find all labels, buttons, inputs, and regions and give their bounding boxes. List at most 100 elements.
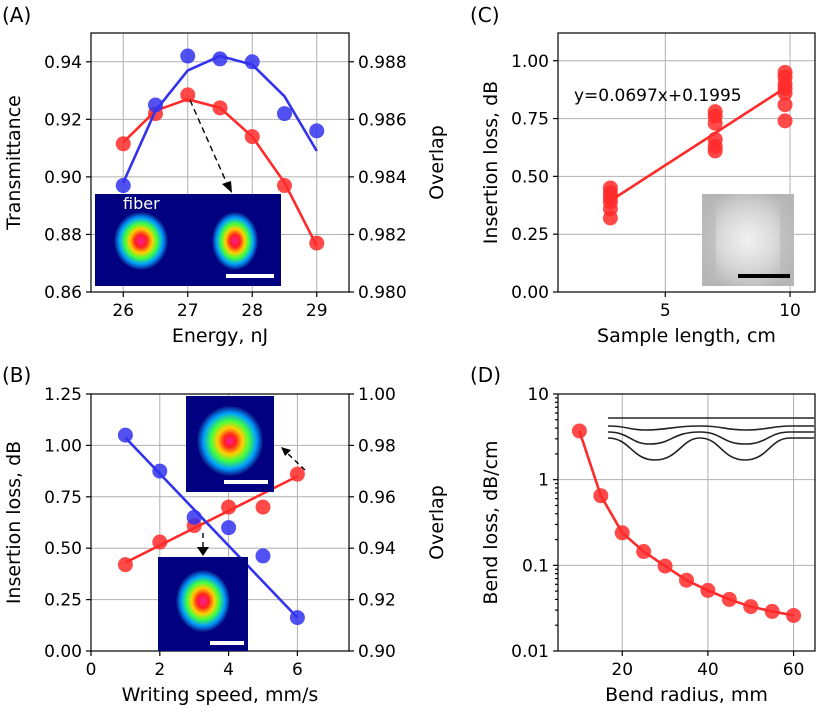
- data-point: [152, 534, 168, 550]
- y-tick-label: 0.50: [44, 539, 82, 559]
- y-right-tick-label: 0.90: [358, 642, 396, 662]
- data-point: [593, 488, 609, 504]
- x-tick-label: 5: [660, 301, 671, 321]
- panel-c-inset: [702, 194, 794, 286]
- panel-b-arrows: [197, 447, 306, 556]
- series-line: [578, 430, 794, 617]
- y-tick-label: 0.90: [44, 168, 82, 188]
- data-point: [115, 178, 131, 194]
- data-point: [244, 129, 260, 145]
- series-2: [115, 48, 325, 194]
- data-point: [721, 591, 737, 607]
- panel-label: (B): [2, 363, 31, 387]
- x-tick-label: 26: [112, 301, 134, 321]
- y-tick-label: 0.94: [44, 53, 82, 73]
- y-right-tick-label: 0.986: [358, 110, 407, 130]
- x-tick-label: 6: [292, 660, 303, 680]
- mode-image-6mms: [197, 406, 263, 476]
- y-right-tick-label: 0.988: [358, 53, 407, 73]
- panel-d: (D) 20 40 60 0.01 0.1 1 10 Bend radius, mm Bend l…: [470, 363, 816, 706]
- x-tick-label: 2: [154, 660, 165, 680]
- data-point: [571, 423, 587, 439]
- data-point: [764, 603, 780, 619]
- x-axis-label: Bend radius, mm: [605, 684, 768, 706]
- y-tick-label: 0.25: [511, 225, 549, 245]
- x-tick-label: 10: [779, 301, 801, 321]
- data-point: [117, 427, 133, 443]
- x-tick-label: 40: [697, 660, 719, 680]
- data-point: [657, 558, 673, 574]
- y-tick-label: 0.00: [44, 642, 82, 662]
- data-point: [180, 48, 196, 64]
- x-axis-label: Writing speed, mm/s: [122, 684, 319, 706]
- data-point: [212, 51, 228, 67]
- x-axis-label: Sample length, cm: [597, 325, 776, 347]
- panel-label: (C): [470, 3, 500, 27]
- data-point: [777, 64, 793, 80]
- data-point: [255, 548, 271, 564]
- y-axis-label: Transmittance: [3, 95, 25, 231]
- data-point: [148, 97, 163, 113]
- y-right-tick-label: 0.980: [358, 283, 407, 303]
- data-point: [277, 106, 292, 122]
- y-right-tick-label: 0.94: [358, 539, 396, 559]
- data-point: [117, 557, 133, 573]
- data-point: [180, 87, 196, 103]
- y-right-tick-label: 1.00: [358, 385, 396, 405]
- x-tick-label: 4: [223, 660, 234, 680]
- data-point: [707, 131, 723, 147]
- y-tick-label: 0.25: [44, 591, 82, 611]
- y-tick-label: 0.00: [511, 283, 549, 303]
- y-axis-label-right: Overlap: [426, 125, 448, 200]
- y-tick-label: 0.50: [511, 167, 549, 187]
- data-point: [700, 582, 716, 598]
- data-point: [309, 123, 325, 139]
- data-point: [707, 104, 723, 120]
- fit-line: [609, 86, 786, 202]
- data-point: [636, 544, 652, 560]
- data-point: [115, 136, 131, 152]
- x-tick-label: 27: [177, 301, 199, 321]
- y-tick-label: 0.86: [44, 283, 82, 303]
- y-axis-label: Bend loss, dB/cm: [480, 440, 502, 604]
- series-1: [571, 423, 802, 623]
- panel-b-inset-top: [186, 396, 274, 492]
- y-tick-label: 1.00: [511, 52, 549, 72]
- panel-c: (C) 5 10 0.00 0.25 0.50 0.75 1.00 Sample length,…: [470, 3, 816, 347]
- x-tick-label: 0: [86, 660, 97, 680]
- data-point: [777, 113, 793, 129]
- y-tick-label: 1.25: [44, 385, 82, 405]
- data-point: [602, 180, 618, 196]
- x-tick-label: 20: [611, 660, 633, 680]
- data-point: [221, 520, 237, 536]
- y-axis-label: Insertion loss, dB: [3, 441, 25, 604]
- y-tick-label: 0.01: [511, 642, 549, 662]
- panel-label: (A): [2, 3, 31, 27]
- x-tick-label: 29: [306, 301, 328, 321]
- y-tick-label: 0.1: [522, 556, 549, 576]
- plot-frame: [90, 32, 350, 293]
- data-point: [743, 599, 759, 615]
- data-point: [277, 178, 292, 194]
- data-point: [212, 100, 228, 116]
- y-right-tick-label: 0.98: [358, 436, 396, 456]
- data-point: [221, 499, 237, 515]
- plot-frame: [557, 393, 816, 652]
- y-tick-label: 1: [538, 471, 549, 491]
- data-point: [289, 610, 305, 626]
- data-point: [244, 54, 260, 70]
- y-right-tick-label: 0.96: [358, 488, 396, 508]
- waveguide-mode-image: [212, 212, 258, 270]
- x-tick-label: 28: [241, 301, 263, 321]
- y-tick-label: 10: [527, 385, 549, 405]
- panel-b-inset-bottom: [158, 557, 248, 651]
- data-point: [786, 607, 802, 623]
- x-tick-label: 60: [783, 660, 805, 680]
- y-right-tick-label: 0.982: [358, 225, 407, 245]
- data-point: [255, 499, 271, 515]
- data-point: [309, 235, 325, 251]
- panel-a: (A) 26 27 28 29 0.86 0.88 0.90 0.92 0.94 0.980 0.98…: [2, 3, 448, 347]
- panel-b: (B) 0 2 4 6 0.00 0.25 0.50 0.75 1.00 1.25 0.90 0.92 0…: [2, 363, 448, 706]
- data-point: [777, 97, 793, 113]
